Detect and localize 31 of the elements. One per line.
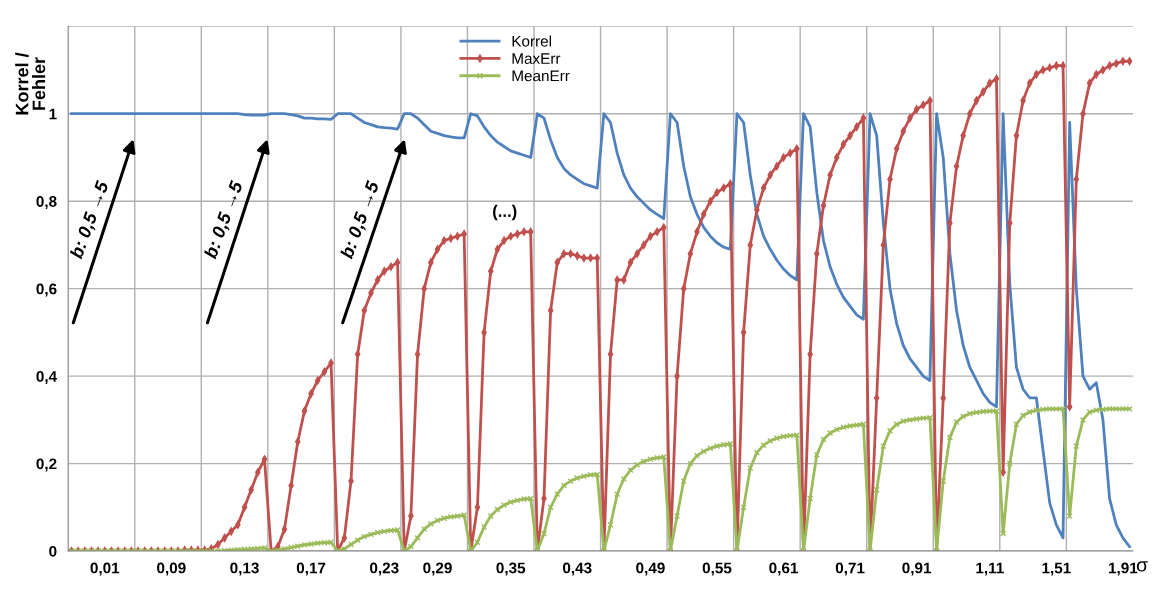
- y-tick-label: 0,4: [36, 370, 58, 385]
- x-tick-label: 0,17: [296, 562, 326, 576]
- y-tick-label: 0,8: [36, 196, 57, 210]
- x-tick-label: 1,51: [1042, 562, 1071, 576]
- x-tick-label: 0,09: [157, 562, 186, 576]
- annotation: b: 0,5 →5: [203, 179, 246, 261]
- y-tick-label: 0,2: [36, 458, 57, 472]
- annotation: b: 0,5 →5: [69, 179, 112, 261]
- x-tick-label: 0,49: [636, 562, 665, 576]
- x-tick-label: 0,61: [769, 562, 798, 576]
- x-tick-label: 1,11: [976, 562, 1004, 576]
- x-tick-label: 0,23: [370, 562, 399, 576]
- x-axis-title: σ: [1136, 561, 1148, 572]
- y-tick-label: 0: [49, 545, 57, 557]
- x-tick-label: 0,71: [835, 562, 865, 576]
- y-tick-label: 1: [49, 108, 57, 120]
- annotation: b: 0,5 →5: [339, 179, 382, 261]
- annotation: (...): [493, 204, 517, 221]
- y-tick-label: 0,6: [36, 283, 57, 297]
- x-tick-label: 1,91: [1108, 562, 1138, 576]
- x-tick-label: 0,91: [902, 562, 932, 576]
- x-tick-label: 0,01: [90, 562, 120, 576]
- x-tick-label: 0,35: [496, 562, 526, 576]
- x-tick-label: 0,43: [562, 562, 592, 576]
- legend-label: Korrel: [512, 35, 552, 47]
- legend-label: MeanErr: [512, 70, 570, 82]
- x-tick-label: 0,29: [423, 562, 452, 576]
- x-tick-label: 0,13: [230, 562, 259, 576]
- legend-label: MaxErr: [512, 53, 561, 64]
- x-tick-label: 0,55: [702, 562, 732, 576]
- y-axis-title: Korrel / Fehler: [15, 52, 46, 115]
